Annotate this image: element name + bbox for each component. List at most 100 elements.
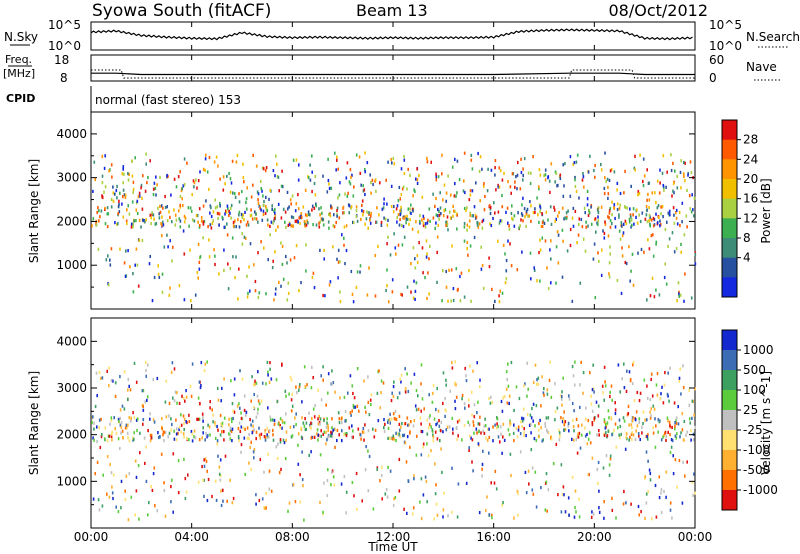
scatter-point xyxy=(478,422,481,426)
scatter-point xyxy=(123,407,126,411)
scatter-point xyxy=(258,426,260,430)
scatter-point xyxy=(289,375,292,379)
scatter-point xyxy=(191,193,193,197)
scatter-point xyxy=(344,192,346,196)
scatter-point xyxy=(168,210,170,214)
scatter-point xyxy=(214,206,217,210)
scatter-point xyxy=(392,394,395,399)
y-tick-label: 2000 xyxy=(56,428,87,442)
scatter-point xyxy=(325,442,327,446)
scatter-point xyxy=(456,437,458,442)
scatter-point xyxy=(688,388,690,392)
scatter-point xyxy=(497,210,500,214)
scatter-point xyxy=(608,208,611,212)
scatter-point xyxy=(544,168,547,172)
scatter-point xyxy=(620,224,623,228)
scatter-point xyxy=(603,516,605,520)
scatter-point xyxy=(681,201,684,205)
scatter-point xyxy=(600,168,603,172)
scatter-point xyxy=(494,159,497,163)
scatter-point xyxy=(453,194,456,198)
scatter-point xyxy=(180,413,182,417)
scatter-point xyxy=(611,496,613,500)
scatter-point xyxy=(271,266,274,270)
scatter-point xyxy=(159,204,161,208)
scatter-point xyxy=(416,167,418,171)
scatter-point xyxy=(435,172,437,176)
scatter-point xyxy=(193,435,195,439)
scatter-point xyxy=(465,208,467,212)
scatter-point xyxy=(409,211,411,215)
scatter-point xyxy=(558,431,561,435)
scatter-point xyxy=(613,170,616,174)
scatter-point xyxy=(194,436,197,440)
scatter-point xyxy=(173,208,175,212)
scatter-point xyxy=(123,193,126,197)
scatter-point xyxy=(231,402,234,406)
scatter-point xyxy=(323,248,325,252)
scatter-point xyxy=(325,425,328,429)
scatter-point xyxy=(398,422,401,426)
scatter-point xyxy=(468,404,470,408)
scatter-point xyxy=(119,247,121,251)
scatter-point xyxy=(230,181,233,185)
scatter-point xyxy=(449,210,451,214)
scatter-point xyxy=(654,483,657,488)
scatter-point xyxy=(101,433,103,437)
scatter-point xyxy=(421,195,424,199)
scatter-point xyxy=(229,426,232,430)
scatter-point xyxy=(432,433,434,437)
scatter-point xyxy=(327,220,330,224)
scatter-point xyxy=(389,412,391,416)
scatter-point xyxy=(336,155,338,159)
scatter-point xyxy=(522,407,525,411)
scatter-point xyxy=(590,394,592,398)
scatter-point xyxy=(336,158,338,162)
scatter-point xyxy=(107,254,109,258)
noise-right-label: N.Search xyxy=(746,30,800,44)
scatter-point xyxy=(237,426,240,431)
scatter-point xyxy=(244,472,246,477)
scatter-point xyxy=(543,393,545,397)
scatter-point xyxy=(550,239,552,243)
scatter-point xyxy=(646,437,649,441)
scatter-point xyxy=(562,485,565,489)
scatter-point xyxy=(476,223,479,227)
scatter-point xyxy=(404,422,407,426)
scatter-point xyxy=(338,433,340,437)
scatter-point xyxy=(221,424,224,428)
scatter-point xyxy=(584,434,587,438)
nave-label: Nave xyxy=(746,60,777,74)
scatter-point xyxy=(597,222,599,227)
scatter-point xyxy=(526,412,529,417)
scatter-point xyxy=(302,484,304,488)
scatter-point xyxy=(376,206,378,210)
scatter-point xyxy=(234,219,236,223)
scatter-point xyxy=(517,211,519,215)
scatter-point xyxy=(132,436,134,440)
scatter-point xyxy=(268,429,271,433)
scatter-point xyxy=(670,168,673,173)
scatter-point xyxy=(205,153,207,157)
scatter-point xyxy=(242,175,245,180)
scatter-point xyxy=(469,189,472,193)
scatter-point xyxy=(562,239,564,243)
scatter-point xyxy=(514,180,516,184)
scatter-point xyxy=(422,271,424,275)
scatter-point xyxy=(106,369,108,373)
scatter-point xyxy=(239,369,241,373)
scatter-point xyxy=(496,417,499,421)
scatter-point xyxy=(93,438,95,442)
scatter-point xyxy=(323,430,326,434)
scatter-point xyxy=(488,396,490,401)
scatter-point xyxy=(567,209,569,213)
scatter-point xyxy=(469,213,472,217)
scatter-point xyxy=(676,186,679,190)
scatter-point xyxy=(249,445,251,449)
scatter-point xyxy=(160,204,163,208)
scatter-point xyxy=(108,169,110,173)
scatter-point xyxy=(668,209,671,213)
scatter-point xyxy=(573,515,576,519)
scatter-point xyxy=(131,174,134,178)
scatter-point xyxy=(609,245,611,249)
